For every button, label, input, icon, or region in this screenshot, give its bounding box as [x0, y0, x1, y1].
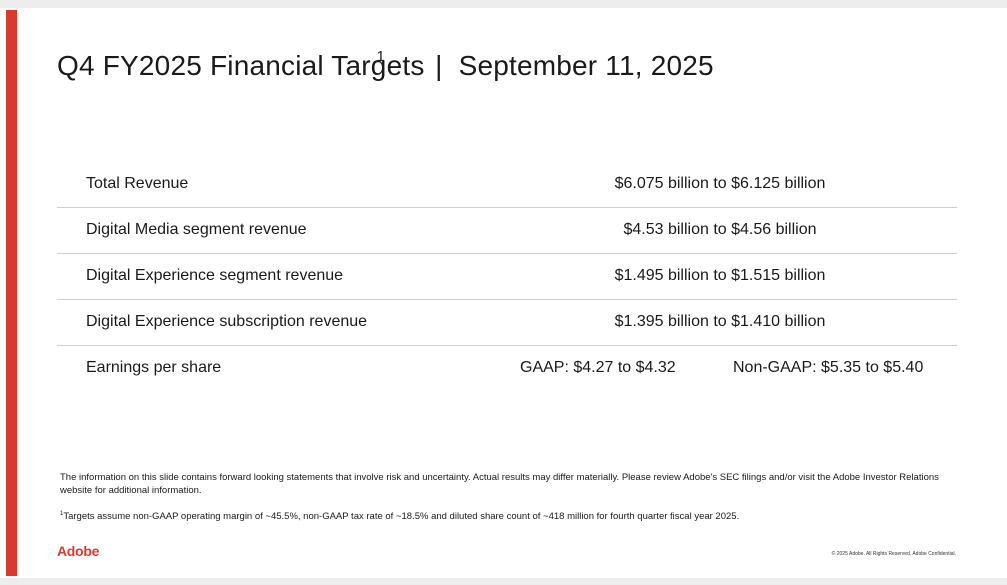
disclaimer-text: The information on this slide contains f…: [60, 472, 939, 496]
title-text: Q4 FY2025 Financial Targets: [57, 50, 425, 81]
row-value: $1.495 billion to $1.515 billion: [614, 267, 826, 284]
row-label: Digital Media segment revenue: [86, 221, 307, 238]
adobe-logo: Adobe: [57, 543, 100, 559]
copyright-text: © 2025 Adobe. All Rights Reserved. Adobe…: [831, 551, 956, 557]
footnote: 1Targets assume non-GAAP operating margi…: [60, 511, 739, 522]
slide-title: Q4 FY2025 Financial Targets1 | September 1…: [57, 48, 714, 82]
row-label: Digital Experience segment revenue: [86, 267, 344, 284]
row-label: Total Revenue: [86, 175, 189, 192]
table-row: Total Revenue $6.075 billion to $6.125 b…: [57, 162, 957, 208]
title-superscript: 1: [376, 48, 386, 65]
table-row: Digital Experience subscription revenue …: [57, 300, 957, 346]
table-row-eps: Earnings per share GAAP: $4.27 to $4.32 …: [57, 346, 957, 391]
footnote-text: Targets assume non-GAAP operating margin…: [63, 511, 740, 523]
title-separator: |: [435, 50, 443, 81]
title-date: September 11, 2025: [458, 50, 714, 81]
slide-bottom-border: [0, 578, 1007, 585]
accent-bar: [6, 10, 17, 576]
row-label: Earnings per share: [86, 359, 222, 376]
slide-top-border: [0, 0, 1007, 8]
eps-gaap-value: GAAP: $4.27 to $4.32: [520, 359, 676, 376]
row-value: $6.075 billion to $6.125 billion: [614, 175, 826, 192]
table-row: Digital Experience segment revenue $1.49…: [57, 254, 957, 300]
row-value: $1.395 billion to $1.410 billion: [614, 313, 826, 330]
row-value: $4.53 billion to $4.56 billion: [623, 221, 817, 238]
targets-table: Total Revenue $6.075 billion to $6.125 b…: [57, 162, 957, 391]
footnote-marker: 1: [60, 511, 64, 517]
eps-non-gaap-value: Non-GAAP: $5.35 to $5.40: [733, 359, 924, 376]
row-label: Digital Experience subscription revenue: [86, 313, 368, 330]
table-row: Digital Media segment revenue $4.53 bill…: [57, 208, 957, 254]
